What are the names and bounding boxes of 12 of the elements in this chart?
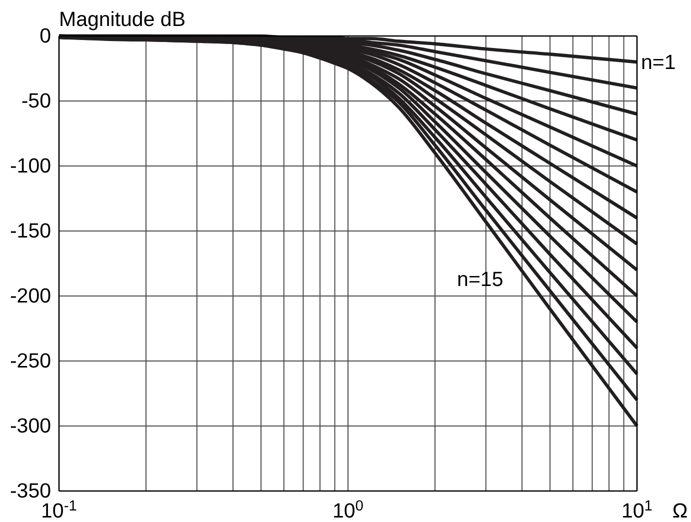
y-tick-label: 0: [40, 24, 51, 48]
y-tick-label: -150: [10, 220, 51, 243]
y-axis-title: Magnitude dB: [59, 8, 186, 31]
annotation: n=1: [641, 50, 676, 74]
y-tick-label: -200: [10, 284, 51, 308]
x-tick-label: 10$^{1}$: [621, 498, 653, 522]
y-tick-label: -100: [10, 154, 51, 178]
x-axis-title: Ω: [672, 500, 688, 522]
y-tick-label: -300: [10, 414, 51, 438]
y-tick-label: -250: [10, 350, 51, 373]
y-tick-label: -50: [21, 90, 51, 113]
x-tick-label: 10$^{0}$: [332, 498, 364, 522]
